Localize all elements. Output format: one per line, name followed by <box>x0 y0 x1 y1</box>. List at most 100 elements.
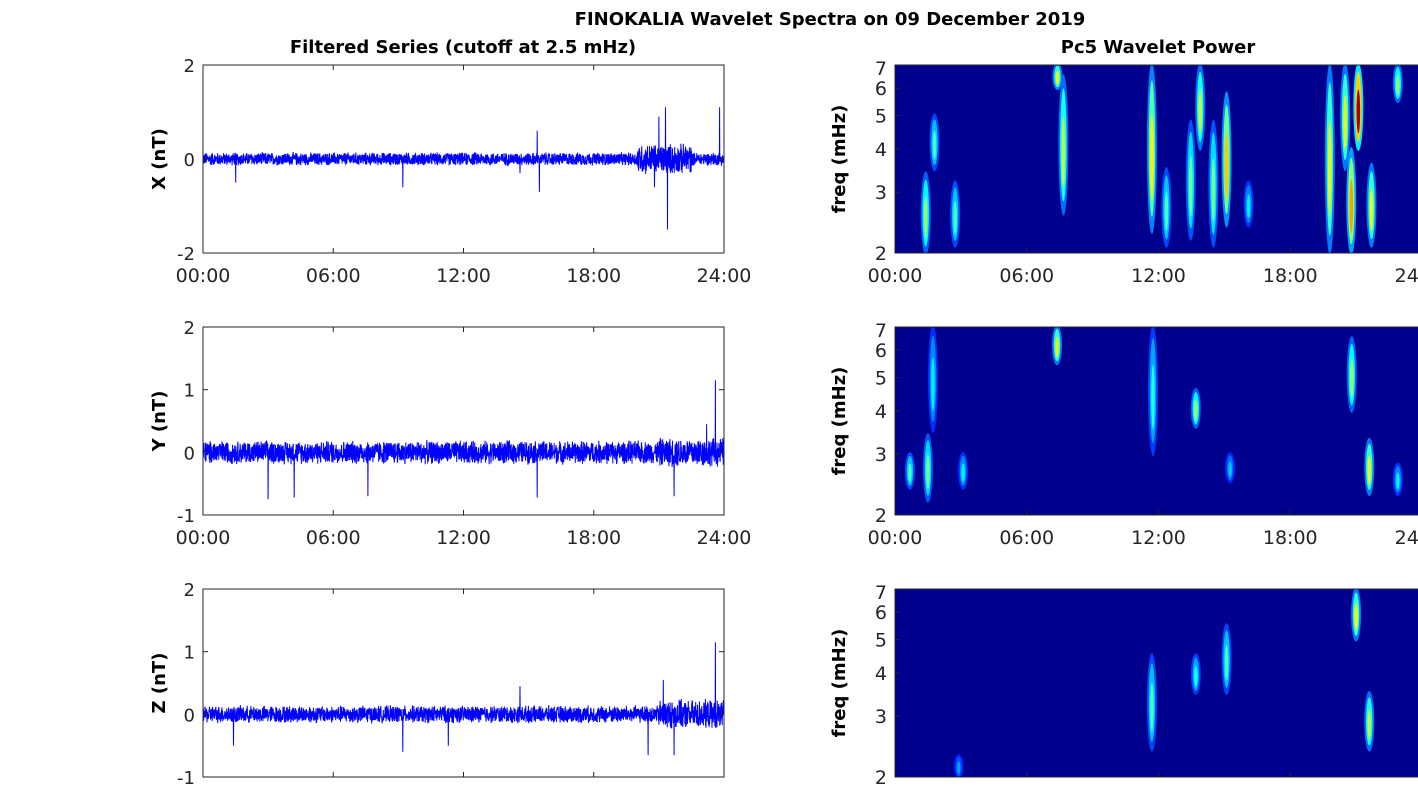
y-tick-label: 3 <box>875 706 887 728</box>
wavelet-power-blob <box>1190 388 1201 429</box>
y-tick-label: -2 <box>177 244 195 265</box>
blob-core <box>961 463 965 483</box>
y-tick-label: 7 <box>875 58 887 80</box>
wavelet-panel-2 <box>895 327 1418 515</box>
blob-core <box>1194 665 1198 687</box>
wavelet-power-blob <box>1146 65 1157 235</box>
wavelet-power-blob <box>953 754 964 777</box>
wavelet-power-blob <box>1225 452 1236 484</box>
wavelet-power-blob <box>1351 589 1362 642</box>
blob-core <box>1349 359 1354 398</box>
y-axis-label: freq (mHz) <box>829 629 850 738</box>
blob-core <box>1164 191 1169 232</box>
wavelet-power-blob <box>1161 167 1172 248</box>
y-axis-label: Z (nT) <box>149 653 170 714</box>
x-tick-label: 12:00 <box>436 527 491 549</box>
blob-core <box>1198 89 1203 134</box>
blob-core <box>932 130 937 160</box>
wavelet-power-blob <box>1364 691 1375 752</box>
x-tick-label: 18:00 <box>1263 265 1318 287</box>
wavelet-power-blob <box>1243 180 1254 228</box>
blob-core <box>1367 455 1372 485</box>
wavelet-power-blob <box>922 433 933 503</box>
blob-core <box>923 196 928 239</box>
x-tick-label: 24:00 <box>1395 527 1418 549</box>
y-tick-label: 0 <box>184 705 195 726</box>
blob-core <box>1224 644 1229 681</box>
series-line-X <box>202 107 725 230</box>
blob-core <box>1055 337 1059 358</box>
x-tick-label: 24:00 <box>697 265 752 287</box>
blob-core <box>926 454 930 489</box>
y-tick-label: 6 <box>875 78 887 100</box>
wavelet-power-blob <box>1221 623 1232 696</box>
wavelet-power-blob <box>958 452 969 490</box>
wavelet-power-blob <box>1364 437 1375 497</box>
wavelet-power-blob <box>929 113 940 172</box>
blob-core <box>1369 188 1374 231</box>
wavelet-panel-1 <box>895 65 1418 253</box>
wavelet-power-blob <box>1353 65 1364 151</box>
y-tick-label: 3 <box>875 182 887 204</box>
x-tick-label: 00:00 <box>176 527 231 549</box>
y-tick-label: -1 <box>177 768 195 788</box>
y-tick-label: 1 <box>184 381 195 402</box>
y-tick-label: 6 <box>875 602 887 624</box>
blob-core <box>1396 75 1400 96</box>
wavelet-power-blob <box>950 180 961 248</box>
y-tick-label: -1 <box>177 506 195 527</box>
wavelet-power-blob <box>1146 653 1157 752</box>
figure-title: FINOKALIA Wavelet Spectra on 09 December… <box>575 9 1086 30</box>
x-tick-label: 24:00 <box>697 527 752 549</box>
y-tick-label: 7 <box>875 582 887 604</box>
wavelet-power-blob <box>1190 653 1201 696</box>
y-tick-label: 4 <box>875 401 887 423</box>
blob-core <box>1367 709 1372 740</box>
left-column-title: Filtered Series (cutoff at 2.5 mHz) <box>290 37 636 58</box>
x-tick-label: 24:00 <box>1395 265 1418 287</box>
wavelet-power-blob <box>1208 119 1219 248</box>
y-tick-label: 2 <box>184 318 195 339</box>
x-tick-label: 06:00 <box>999 527 1054 549</box>
wavelet-power-blob <box>904 452 915 490</box>
wavelet-power-blob <box>1185 119 1196 241</box>
x-tick-label: 12:00 <box>1131 265 1186 287</box>
wavelet-power-blob <box>927 327 938 434</box>
y-tick-label: 5 <box>875 105 887 127</box>
x-tick-label: 06:00 <box>306 527 361 549</box>
y-axis-label: Y (nT) <box>149 391 170 453</box>
y-tick-label: 3 <box>875 444 887 466</box>
x-tick-label: 18:00 <box>566 265 621 287</box>
x-tick-label: 00:00 <box>868 265 923 287</box>
blob-core <box>1246 194 1251 219</box>
right-column-title: Pc5 Wavelet Power <box>1061 37 1256 58</box>
wavelet-power-blob <box>1392 462 1403 497</box>
x-tick-label: 12:00 <box>436 265 491 287</box>
wavelet-power-blob <box>1052 327 1063 366</box>
wavelet-power-blob <box>1052 65 1063 91</box>
wavelet-power-blob <box>1366 162 1377 248</box>
series-line-Y <box>202 380 725 500</box>
wavelet-power-blob <box>1195 65 1206 151</box>
wavelet-power-blob <box>1221 91 1232 228</box>
y-tick-label: 5 <box>875 367 887 389</box>
y-tick-label: 6 <box>875 340 887 362</box>
blob-core <box>1327 120 1332 217</box>
y-tick-label: 0 <box>184 443 195 464</box>
wavelet-power-blob <box>1392 65 1403 104</box>
plot-area-Y <box>203 327 724 515</box>
blob-core <box>1228 461 1232 478</box>
blob-core <box>1224 132 1229 201</box>
blob-core <box>1150 682 1154 732</box>
x-tick-label: 00:00 <box>176 265 231 287</box>
y-tick-label: 2 <box>184 580 195 601</box>
wavelet-panel-3 <box>895 589 1418 777</box>
wavelet-power-blob <box>1346 146 1357 253</box>
wavelet-power-blob <box>1346 336 1357 413</box>
blob-core <box>1150 114 1154 200</box>
blob-core <box>1061 116 1066 188</box>
blob-core <box>1349 179 1354 234</box>
blob-core <box>1396 472 1400 490</box>
plot-area-Z <box>203 589 724 777</box>
